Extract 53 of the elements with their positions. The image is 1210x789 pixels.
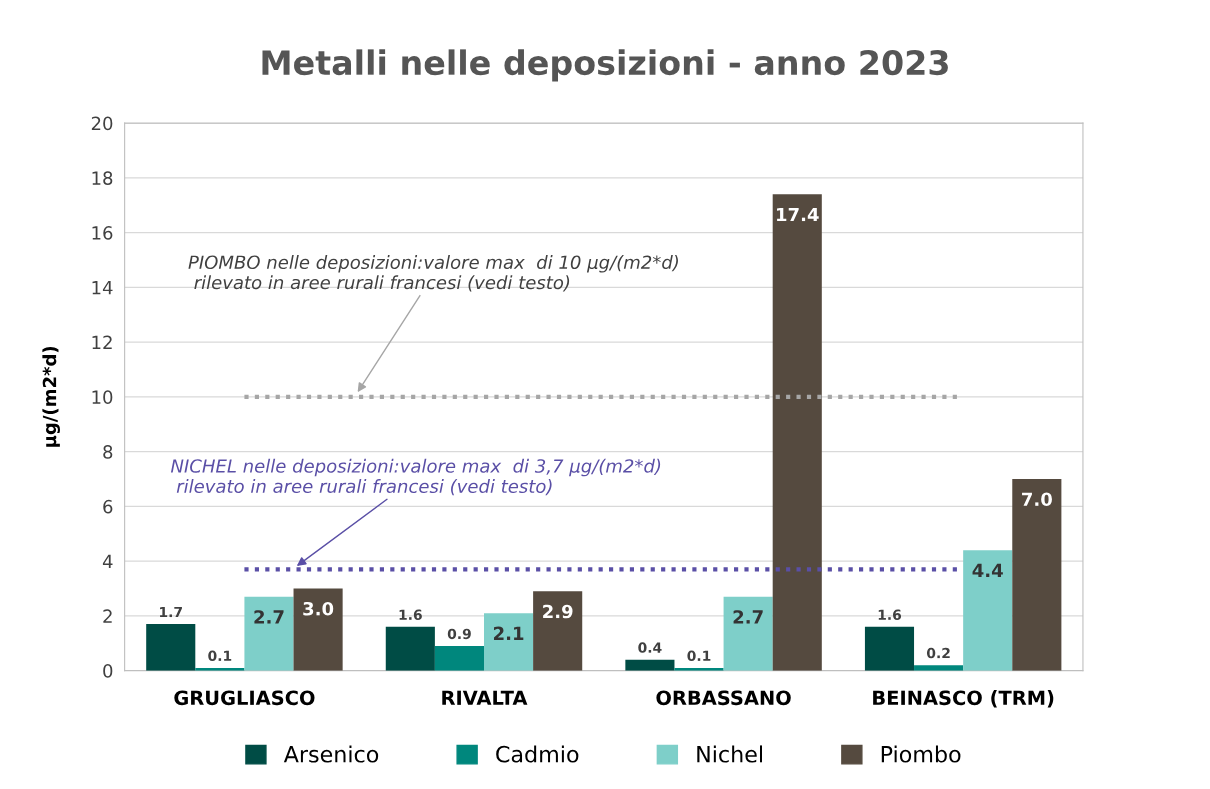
bar	[772, 194, 822, 671]
bar	[723, 596, 773, 671]
ref-line-label: NICHEL nelle deposizioni:valore max di 3,7 µg/(m2*d) rilevato in aree rurali francesi (vedi testo)	[170, 458, 661, 496]
data-label: 1.6	[399, 609, 422, 620]
data-label: 2.9	[543, 604, 573, 619]
bar	[914, 665, 964, 671]
y-tick-label: 8	[103, 445, 113, 459]
data-label: 0.1	[687, 650, 711, 662]
bar	[625, 659, 675, 671]
bar	[385, 626, 435, 671]
bar	[1012, 479, 1062, 671]
y-tick-label: 4	[102, 554, 113, 568]
x-tick-label: GRUGLIASCO	[174, 690, 315, 706]
bar	[963, 550, 1013, 671]
data-label: 0.2	[926, 647, 950, 659]
y-tick-label: 10	[92, 390, 113, 404]
bar	[484, 613, 534, 671]
data-label: 2.1	[493, 626, 524, 640]
data-label: 0.1	[208, 650, 232, 662]
y-tick-label: 0	[103, 664, 113, 678]
data-label: 1.7	[160, 606, 182, 618]
data-label: 2.7	[254, 610, 284, 624]
data-label: 17.4	[777, 207, 819, 222]
data-label: 7.0	[1022, 492, 1052, 507]
y-tick-label: 12	[92, 335, 112, 349]
y-tick-label: 2	[103, 609, 112, 623]
y-axis-title: µg/(m2*d)	[42, 346, 60, 447]
data-label: 0.4	[638, 642, 662, 653]
x-tick-label: BEINASCO (TRM)	[873, 690, 1054, 708]
bar	[533, 591, 583, 671]
x-tick-label: ORBASSANO	[656, 690, 791, 706]
bar	[434, 646, 484, 671]
data-label: 1.6	[878, 609, 902, 620]
y-tick-label: 14	[92, 281, 113, 295]
y-tick-label: 18	[92, 171, 113, 185]
bar	[244, 596, 294, 671]
y-tick-label: 6	[103, 499, 113, 514]
x-tick-label: RIVALTA	[442, 690, 528, 705]
chart-title: Metalli nelle deposizioni - anno 2023	[262, 49, 948, 82]
data-label: 0.9	[447, 628, 471, 640]
legend-label: Arsenico	[283, 745, 379, 763]
data-label: 4.4	[972, 563, 1003, 577]
ref-line-label: PIOMBO nelle deposizioni:valore max di 10 µg/(m2*d) rilevato in aree rurali francesi (vedi testo)	[188, 255, 678, 292]
data-label: 3.0	[303, 601, 334, 616]
legend-label: Piombo	[881, 745, 961, 763]
y-tick-label: 20	[91, 116, 113, 131]
y-tick-label: 16	[92, 226, 113, 240]
bar	[146, 624, 196, 671]
bar	[864, 626, 915, 671]
bar	[293, 588, 343, 671]
legend-label: Cadmio	[496, 745, 579, 763]
legend-label: Nichel	[697, 745, 762, 763]
data-label: 2.7	[733, 610, 763, 624]
